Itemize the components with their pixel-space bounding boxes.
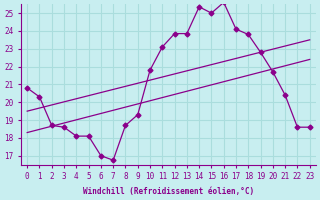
X-axis label: Windchill (Refroidissement éolien,°C): Windchill (Refroidissement éolien,°C): [83, 187, 254, 196]
